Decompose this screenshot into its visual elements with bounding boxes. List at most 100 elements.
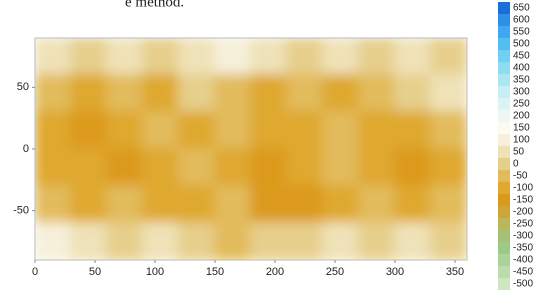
colorbar-swatch bbox=[498, 62, 510, 74]
colorbar-label: 350 bbox=[513, 75, 530, 86]
colorbar-label: -500 bbox=[513, 279, 533, 290]
heat-cell bbox=[322, 74, 360, 113]
x-tick-label: 300 bbox=[386, 266, 404, 278]
colorbar-label: 500 bbox=[513, 39, 530, 50]
heat-cell bbox=[178, 148, 216, 187]
colorbar-swatch bbox=[498, 158, 510, 170]
y-tick-label: 50 bbox=[17, 81, 29, 93]
colorbar-swatch bbox=[498, 50, 510, 62]
chart: e method. 650600550500450400350300250200… bbox=[0, 0, 545, 291]
x-tick-label: 50 bbox=[89, 266, 101, 278]
heat-cell bbox=[286, 148, 324, 187]
heat-cell bbox=[34, 74, 72, 113]
heat-cell bbox=[142, 222, 180, 261]
heat-cell bbox=[322, 222, 360, 261]
heat-cell bbox=[142, 148, 180, 187]
heat-cell bbox=[430, 37, 468, 76]
heat-cell bbox=[106, 74, 144, 113]
colorbar-swatch bbox=[498, 74, 510, 86]
colorbar-label: 650 bbox=[513, 3, 530, 14]
colorbar-label: -350 bbox=[513, 243, 533, 254]
heat-cell bbox=[358, 148, 396, 187]
heat-cell bbox=[106, 111, 144, 150]
colorbar-swatch bbox=[498, 38, 510, 50]
heat-cell bbox=[286, 74, 324, 113]
heat-cell bbox=[34, 222, 72, 261]
heat-cell bbox=[394, 37, 432, 76]
heat-cell bbox=[70, 37, 108, 76]
heat-cell bbox=[250, 74, 288, 113]
colorbar-label: 300 bbox=[513, 87, 530, 98]
heat-cell bbox=[214, 222, 252, 261]
y-tick-label: -50 bbox=[13, 205, 29, 217]
colorbar-label: 400 bbox=[513, 63, 530, 74]
colorbar-swatch bbox=[498, 182, 510, 194]
heat-cell bbox=[178, 37, 216, 76]
heat-cell bbox=[106, 148, 144, 187]
heat-cell bbox=[34, 185, 72, 224]
heat-cell bbox=[106, 222, 144, 261]
heat-cell bbox=[430, 148, 468, 187]
heatmap bbox=[34, 37, 468, 261]
heat-cell bbox=[394, 111, 432, 150]
heat-cell bbox=[142, 37, 180, 76]
heat-cell bbox=[250, 148, 288, 187]
colorbar-swatch bbox=[498, 146, 510, 158]
colorbar-swatch bbox=[498, 278, 510, 290]
heat-cell bbox=[286, 222, 324, 261]
heat-cell bbox=[178, 111, 216, 150]
heat-cell bbox=[34, 37, 72, 76]
x-tick-label: 150 bbox=[206, 266, 224, 278]
heat-cell bbox=[394, 148, 432, 187]
colorbar-swatch bbox=[498, 86, 510, 98]
colorbar-swatch bbox=[498, 122, 510, 134]
heat-cell bbox=[394, 222, 432, 261]
heat-cell bbox=[70, 111, 108, 150]
heat-cell bbox=[214, 111, 252, 150]
colorbar-swatch bbox=[498, 242, 510, 254]
colorbar-label: -150 bbox=[513, 195, 533, 206]
heat-cell bbox=[358, 74, 396, 113]
colorbar-swatch bbox=[498, 98, 510, 110]
heat-cell bbox=[70, 185, 108, 224]
heat-cell bbox=[430, 185, 468, 224]
x-tick-label: 350 bbox=[446, 266, 464, 278]
heat-cell bbox=[322, 37, 360, 76]
x-tick-label: 100 bbox=[146, 266, 164, 278]
x-tick-label: 0 bbox=[32, 266, 38, 278]
x-tick-label: 200 bbox=[266, 266, 284, 278]
heat-cell bbox=[214, 37, 252, 76]
heat-cell bbox=[358, 222, 396, 261]
colorbar: 650600550500450400350300250200150100500-… bbox=[498, 2, 533, 290]
colorbar-swatch bbox=[498, 2, 510, 14]
colorbar-label: -400 bbox=[513, 255, 533, 266]
heat-cell bbox=[286, 111, 324, 150]
heat-cell bbox=[358, 37, 396, 76]
heat-cell bbox=[34, 148, 72, 187]
heat-cell bbox=[178, 185, 216, 224]
colorbar-label: 450 bbox=[513, 51, 530, 62]
colorbar-swatch bbox=[498, 170, 510, 182]
heat-cell bbox=[142, 185, 180, 224]
plot-area bbox=[34, 37, 468, 261]
heat-cell bbox=[430, 222, 468, 261]
heat-cell bbox=[430, 111, 468, 150]
heat-cell bbox=[178, 222, 216, 261]
y-tick-label: 0 bbox=[23, 143, 29, 155]
colorbar-swatch bbox=[498, 134, 510, 146]
colorbar-label: -450 bbox=[513, 267, 533, 278]
caption: e method. bbox=[125, 0, 184, 10]
colorbar-swatch bbox=[498, 218, 510, 230]
heat-cell bbox=[358, 111, 396, 150]
colorbar-label: 50 bbox=[513, 147, 525, 158]
heat-cell bbox=[286, 37, 324, 76]
heat-cell bbox=[322, 148, 360, 187]
x-tick-label: 250 bbox=[326, 266, 344, 278]
colorbar-label: -50 bbox=[513, 171, 528, 182]
colorbar-label: 200 bbox=[513, 111, 530, 122]
colorbar-swatch bbox=[498, 230, 510, 242]
colorbar-label: 250 bbox=[513, 99, 530, 110]
heat-cell bbox=[106, 185, 144, 224]
heat-cell bbox=[214, 74, 252, 113]
colorbar-label: -300 bbox=[513, 231, 533, 242]
